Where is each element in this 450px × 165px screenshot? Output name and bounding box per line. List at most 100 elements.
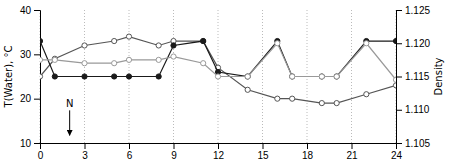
grid (40, 10, 396, 143)
point (52, 74, 57, 79)
tick-label: 40 (20, 5, 32, 16)
point (393, 83, 396, 88)
point (290, 74, 295, 79)
point (334, 101, 339, 106)
point (171, 43, 176, 48)
tick: 9 (171, 143, 177, 161)
point (215, 74, 220, 79)
point (171, 54, 176, 59)
tick-mark (396, 10, 402, 11)
point (82, 74, 87, 79)
point (393, 77, 396, 82)
tick-mark (218, 143, 219, 149)
y2-axis: 1.105 1.110 1.115 1.120 1.125 (396, 5, 430, 149)
tick: 24 (391, 143, 403, 161)
point (40, 38, 43, 43)
tick: 3 (82, 143, 88, 161)
tick-label: 3 (82, 150, 88, 161)
tick: 1.125 (396, 5, 430, 16)
tick-mark (396, 43, 402, 44)
tick-mark (174, 143, 175, 149)
chart: 03691215182124102030401.1051.1101.1151.1… (0, 0, 450, 165)
tick: 20 (20, 93, 40, 104)
tick-label: 1.115 (405, 71, 430, 82)
point (40, 57, 43, 62)
grid-line (173, 10, 174, 143)
grid-line (351, 10, 352, 143)
tick-mark (34, 99, 40, 100)
y-axis: 10 20 30 40 (20, 5, 41, 149)
tick-mark (396, 110, 402, 111)
point (245, 87, 250, 92)
point (52, 57, 57, 62)
line (40, 43, 396, 80)
tick-mark (263, 143, 264, 149)
point (201, 38, 206, 43)
tick: 10 (20, 138, 40, 149)
tick: 1.115 (396, 71, 430, 82)
point (126, 74, 131, 79)
tick-label: 9 (171, 150, 177, 161)
axis-line (34, 11, 41, 144)
marks (40, 34, 396, 106)
point (319, 74, 324, 79)
point (319, 74, 324, 79)
series (40, 34, 396, 106)
tick: 40 (20, 5, 40, 16)
point (334, 74, 339, 79)
point (319, 101, 324, 106)
point (290, 96, 295, 101)
tick-mark (396, 77, 402, 78)
annotation: N (66, 98, 73, 135)
line (40, 41, 396, 76)
tick-label: 15 (257, 150, 269, 161)
tick-mark (34, 10, 40, 11)
series (40, 38, 396, 79)
point (82, 61, 87, 66)
tick-mark (85, 143, 86, 149)
tick: 1.110 (396, 104, 430, 115)
point (112, 38, 117, 43)
point (334, 74, 339, 79)
tick: 21 (346, 143, 358, 161)
tick-label: 24 (391, 150, 403, 161)
tick-label: 12 (213, 150, 225, 161)
tick: 1.105 (396, 138, 430, 149)
plot: 03691215182124102030401.1051.1101.1151.1… (3, 5, 444, 161)
tick-label: 20 (20, 93, 32, 104)
series (40, 41, 396, 83)
tick-mark (129, 143, 130, 149)
point (82, 43, 87, 48)
point (275, 96, 280, 101)
line (40, 37, 396, 104)
tick: 15 (257, 143, 269, 161)
point (364, 92, 369, 97)
tick-mark (34, 54, 40, 55)
tick-mark (396, 143, 402, 144)
tick: 0 (38, 143, 44, 161)
tick: 6 (127, 143, 133, 161)
x-axis: 0 3 6 9 12 15 18 21 24 (38, 143, 403, 161)
tick-label: 21 (346, 150, 358, 161)
annotation-text: N (66, 98, 73, 109)
point (156, 74, 161, 79)
tick: 12 (213, 143, 225, 161)
tick-label: 1.125 (405, 5, 430, 16)
point (126, 57, 131, 62)
tick-label: 1.110 (405, 104, 430, 115)
tick-label: 30 (20, 49, 32, 60)
tick-mark (307, 143, 308, 149)
point (364, 41, 369, 46)
point (156, 57, 161, 62)
tick-label: 1.105 (405, 138, 430, 149)
point (112, 61, 117, 66)
tick-label: 10 (20, 138, 32, 149)
point (290, 74, 295, 79)
point (112, 74, 117, 79)
tick-mark (34, 143, 40, 144)
tick: 1.120 (396, 38, 430, 49)
axis-line (397, 11, 403, 144)
point (201, 38, 206, 43)
tick-label: 18 (302, 150, 314, 161)
point (245, 74, 250, 79)
